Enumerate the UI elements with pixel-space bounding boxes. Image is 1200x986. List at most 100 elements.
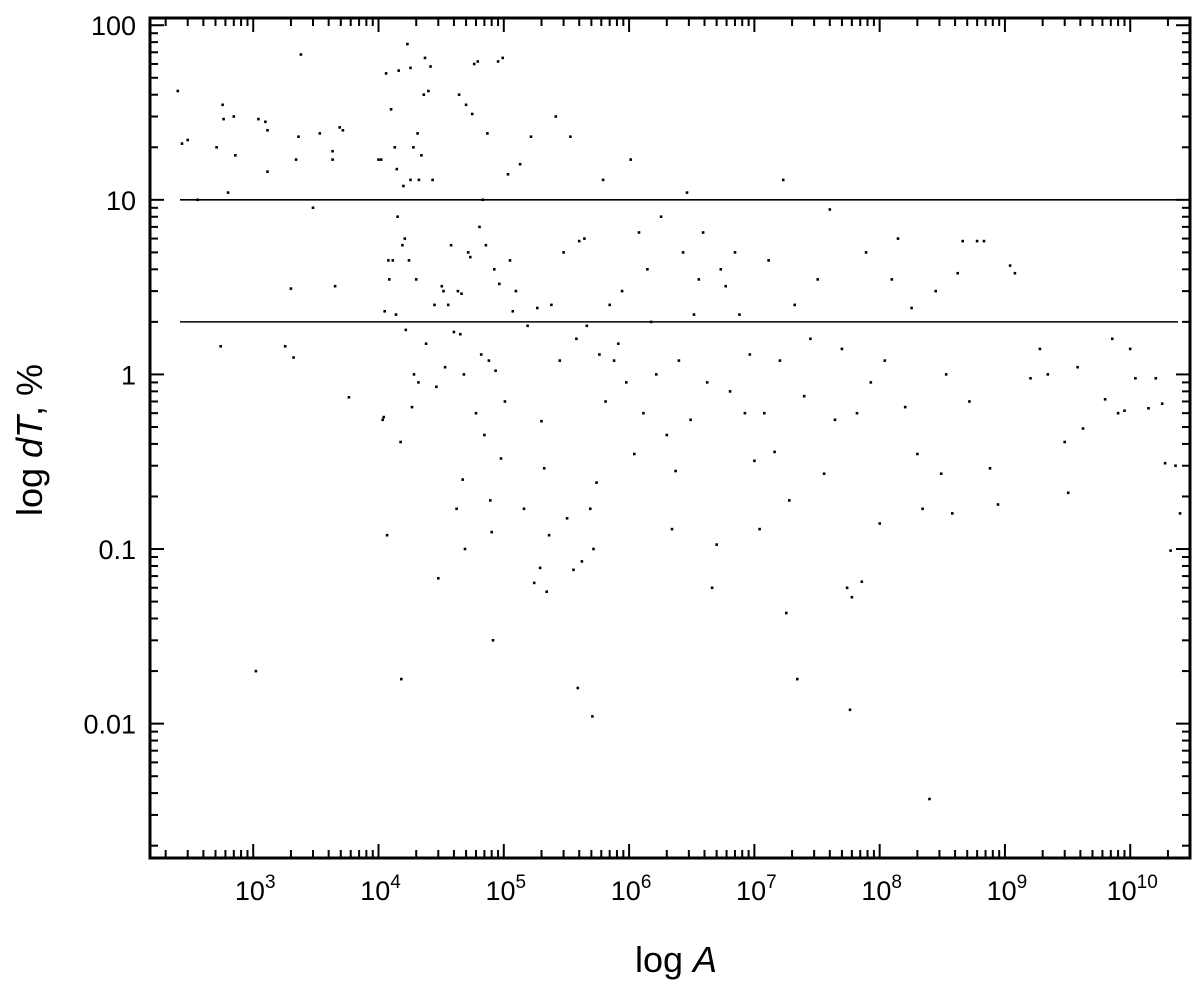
data-point — [176, 89, 180, 93]
data-point — [591, 715, 594, 718]
x-axis-title: log A — [635, 939, 717, 980]
data-point — [387, 259, 390, 262]
data-point — [968, 400, 971, 403]
y-tick-label: 1 — [121, 360, 136, 390]
data-point — [763, 411, 766, 415]
data-point — [822, 472, 826, 475]
data-point — [508, 259, 512, 262]
data-point — [540, 419, 543, 423]
data-point — [1103, 398, 1107, 401]
data-point — [996, 503, 1000, 506]
data-point — [449, 243, 453, 247]
data-point — [501, 56, 504, 60]
data-point — [391, 259, 395, 262]
data-point — [921, 507, 924, 511]
data-point — [793, 303, 796, 307]
data-point — [522, 507, 526, 511]
data-point — [598, 353, 601, 356]
data-point — [490, 530, 493, 534]
data-point — [382, 415, 385, 419]
data-point — [896, 237, 900, 240]
data-point — [728, 390, 732, 393]
reference-lines — [180, 199, 1178, 323]
data-point — [529, 135, 533, 138]
data-point — [617, 342, 620, 345]
data-point — [186, 138, 189, 142]
x-tick-label: 108 — [861, 872, 902, 906]
data-point — [633, 452, 636, 456]
data-point — [427, 89, 430, 93]
data-point — [934, 289, 937, 293]
data-point — [499, 457, 503, 460]
data-point — [414, 278, 418, 281]
data-point — [724, 284, 727, 288]
x-tick-label-exponent: 8 — [891, 872, 902, 893]
data-point — [697, 278, 701, 281]
data-point — [928, 797, 931, 801]
data-point — [393, 146, 397, 149]
y-axis-title-italic: dT — [9, 413, 50, 458]
data-point — [299, 53, 303, 56]
data-point — [506, 173, 510, 176]
y-tick-label: 0.1 — [98, 535, 136, 565]
data-point — [464, 103, 468, 107]
x-tick-label-exponent: 10 — [1137, 872, 1158, 893]
data-point — [385, 533, 389, 537]
data-point — [254, 669, 258, 673]
data-point — [659, 215, 663, 218]
data-point — [878, 522, 881, 525]
data-point — [589, 507, 592, 511]
data-point — [855, 411, 859, 415]
y-axis-title: log dT, % — [9, 364, 50, 516]
data-point — [625, 381, 628, 384]
data-point — [753, 459, 756, 463]
data-point — [939, 472, 943, 475]
data-point — [601, 178, 605, 182]
data-point — [318, 132, 322, 135]
data-point — [455, 507, 458, 511]
data-point — [542, 467, 546, 470]
data-point — [431, 178, 434, 182]
x-tick-label-base: 10 — [736, 876, 766, 906]
data-point — [975, 239, 979, 243]
y-axis-title-suffix: , % — [9, 364, 50, 416]
data-point — [536, 306, 539, 310]
data-point — [670, 527, 674, 531]
data-point — [407, 259, 411, 262]
data-point — [1174, 464, 1177, 467]
data-point — [234, 154, 237, 157]
data-point — [494, 369, 497, 372]
x-axis-ticks — [164, 18, 1191, 858]
data-point — [1046, 373, 1050, 376]
data-point — [883, 359, 887, 362]
data-point — [433, 303, 436, 307]
data-point — [266, 170, 269, 173]
data-point — [758, 527, 761, 531]
data-point — [456, 289, 460, 293]
data-point — [864, 251, 868, 254]
data-point — [526, 324, 529, 328]
data-point — [518, 162, 522, 166]
plot-frame — [148, 16, 1192, 860]
y-tick-label: 0.01 — [83, 710, 136, 740]
data-point — [389, 108, 393, 111]
data-point — [608, 303, 611, 307]
data-point — [961, 239, 964, 243]
data-point — [988, 467, 992, 470]
data-point — [1134, 377, 1137, 380]
data-point — [637, 231, 641, 234]
data-point — [1116, 411, 1120, 415]
data-point — [710, 586, 714, 590]
data-point — [466, 251, 470, 254]
data-point — [848, 708, 852, 712]
data-point — [292, 356, 295, 359]
x-tick-label: 106 — [611, 872, 652, 906]
data-point — [429, 65, 432, 68]
y-axis-ticks — [150, 24, 1190, 847]
y-tick-label: 100 — [91, 11, 136, 41]
data-point — [226, 191, 230, 194]
data-point — [257, 117, 260, 121]
data-point — [219, 345, 222, 348]
data-point — [379, 158, 383, 161]
x-tick-label-base: 10 — [235, 876, 265, 906]
